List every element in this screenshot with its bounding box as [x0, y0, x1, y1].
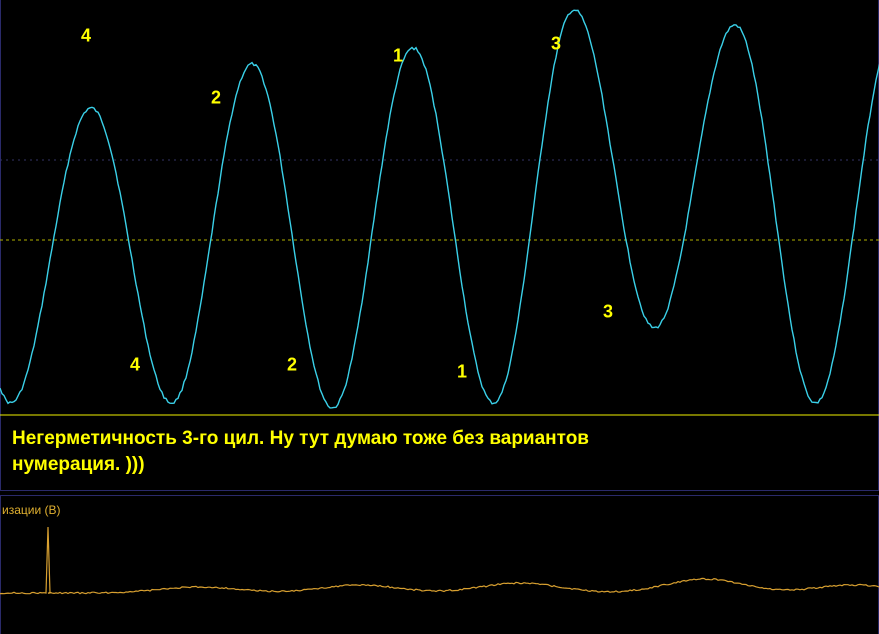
oscilloscope-view: 4 2 1 3 4 2 1 3 Негерметичность 3-го цил… — [0, 0, 879, 634]
channel-top: 4 2 1 3 4 2 1 3 Негерметичность 3-го цил… — [0, 0, 879, 491]
scope-top-svg — [0, 0, 879, 490]
channel-bottom-label: изации (В) — [2, 503, 61, 517]
annotation-line1: Негерметичность 3-го цил. Ну тут думаю т… — [12, 428, 589, 449]
annotation-text: Негерметичность 3-го цил. Ну тут думаю т… — [12, 426, 589, 477]
annotation-line2: нумерация. ))) — [12, 454, 145, 475]
channel-bottom: изации (В) — [0, 495, 879, 634]
scope-bottom-svg — [0, 495, 879, 634]
